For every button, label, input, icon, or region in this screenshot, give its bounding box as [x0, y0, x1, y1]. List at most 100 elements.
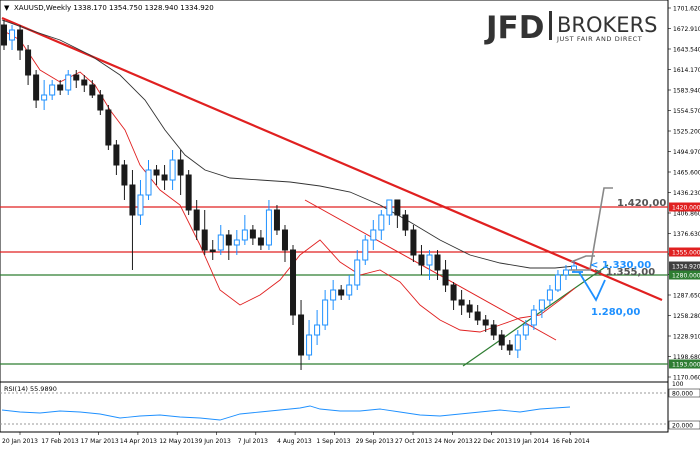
candle-body	[402, 214, 409, 231]
candle[interactable]	[193, 200, 200, 240]
candle[interactable]	[346, 275, 353, 300]
candle[interactable]	[562, 265, 569, 280]
price-axis[interactable]: 1701.620 1672.910 1643.540 1614.170 1583.940…	[668, 6, 700, 382]
candle[interactable]	[169, 150, 176, 190]
rsi-scale-top: 100	[672, 381, 684, 388]
candle[interactable]	[33, 70, 40, 108]
candle[interactable]	[97, 90, 104, 115]
x-tick-label: 4 Aug 2013	[277, 438, 312, 445]
candle[interactable]	[57, 80, 64, 95]
candle[interactable]	[41, 80, 48, 110]
candle[interactable]	[498, 330, 505, 350]
candle[interactable]	[482, 315, 489, 332]
rsi-line	[1, 405, 571, 421]
candle[interactable]	[506, 340, 513, 355]
candle[interactable]	[225, 230, 232, 260]
candle[interactable]	[185, 170, 192, 215]
candlestick-series[interactable]	[1, 20, 577, 370]
candle[interactable]	[209, 240, 216, 260]
candle[interactable]	[442, 260, 449, 292]
candle[interactable]	[474, 305, 481, 325]
candle[interactable]	[81, 75, 88, 92]
candle[interactable]	[129, 170, 136, 270]
candle[interactable]	[306, 320, 313, 360]
candle[interactable]	[249, 225, 256, 245]
candle[interactable]	[137, 180, 144, 225]
dropdown-arrow-icon[interactable]: ▼	[4, 4, 10, 12]
candle[interactable]	[370, 220, 377, 250]
candle[interactable]	[145, 160, 152, 200]
candle[interactable]	[538, 299, 545, 318]
candle[interactable]	[73, 70, 80, 88]
candle[interactable]	[121, 160, 128, 200]
x-tick-label: 29 Sep 2013	[356, 438, 394, 445]
candle[interactable]	[314, 310, 321, 345]
candle[interactable]	[273, 205, 280, 235]
candle-body	[105, 109, 112, 146]
moving-average-slow	[1, 19, 576, 269]
candle[interactable]	[1, 20, 7, 50]
candle[interactable]	[201, 210, 208, 255]
candle[interactable]	[418, 245, 425, 275]
candle[interactable]	[241, 215, 248, 245]
candle[interactable]	[362, 235, 369, 265]
candle-body	[153, 169, 160, 176]
candle[interactable]	[458, 290, 465, 315]
secondary-trend-line[interactable]	[304, 199, 557, 341]
y-tick-label: 1228.910	[673, 334, 700, 341]
candle[interactable]	[9, 25, 16, 50]
candle[interactable]	[161, 165, 168, 190]
candle[interactable]	[113, 140, 120, 175]
candle[interactable]	[265, 200, 272, 250]
candle[interactable]	[25, 45, 32, 85]
candle[interactable]	[281, 225, 288, 262]
candle[interactable]	[105, 105, 112, 150]
rsi-label: RSI(14) 55.9890	[4, 385, 57, 393]
candle-body	[193, 209, 200, 231]
candle-body	[538, 299, 545, 311]
x-tick-label: 17 Feb 2013	[41, 438, 79, 445]
candle[interactable]	[298, 300, 305, 370]
candle[interactable]	[554, 270, 561, 292]
candle[interactable]	[450, 282, 457, 310]
candle-body	[17, 29, 24, 51]
price-tag-text: 1334.920	[672, 264, 700, 271]
candle[interactable]	[530, 305, 537, 330]
candle[interactable]	[394, 199, 401, 228]
candle[interactable]	[386, 199, 393, 225]
candle[interactable]	[17, 25, 24, 60]
y-tick-label: 1436.230	[673, 190, 700, 197]
candle-body	[169, 159, 176, 181]
candle[interactable]	[290, 245, 297, 325]
candle[interactable]	[217, 225, 224, 255]
y-tick-label: 1614.170	[673, 67, 700, 74]
candle[interactable]	[490, 320, 497, 340]
candle-body	[474, 311, 481, 321]
candle[interactable]	[153, 165, 160, 185]
candle[interactable]	[426, 250, 433, 280]
candle[interactable]	[89, 80, 96, 98]
candle[interactable]	[522, 320, 529, 340]
candle[interactable]	[322, 290, 329, 330]
candle[interactable]	[330, 280, 337, 310]
candle[interactable]	[338, 285, 345, 300]
main-downtrend-line[interactable]	[1, 16, 663, 302]
candle-body	[161, 174, 168, 181]
candle[interactable]	[410, 225, 417, 262]
candle[interactable]	[49, 80, 56, 100]
y-tick-label: 1525.200	[673, 129, 700, 136]
candle[interactable]	[434, 250, 441, 280]
time-axis[interactable]: 20 Jan 2013 17 Feb 2013 17 Mar 2013 14 Apr …	[2, 432, 590, 445]
candle[interactable]	[257, 230, 264, 250]
main-pane[interactable]	[0, 0, 669, 383]
candle[interactable]	[402, 210, 409, 236]
candle[interactable]	[354, 250, 361, 290]
candle[interactable]	[177, 150, 184, 195]
candle[interactable]	[546, 285, 553, 305]
candle[interactable]	[514, 330, 521, 358]
candle[interactable]	[65, 70, 72, 95]
candle[interactable]	[466, 300, 473, 318]
candle[interactable]	[378, 210, 385, 240]
candle[interactable]	[233, 230, 240, 255]
